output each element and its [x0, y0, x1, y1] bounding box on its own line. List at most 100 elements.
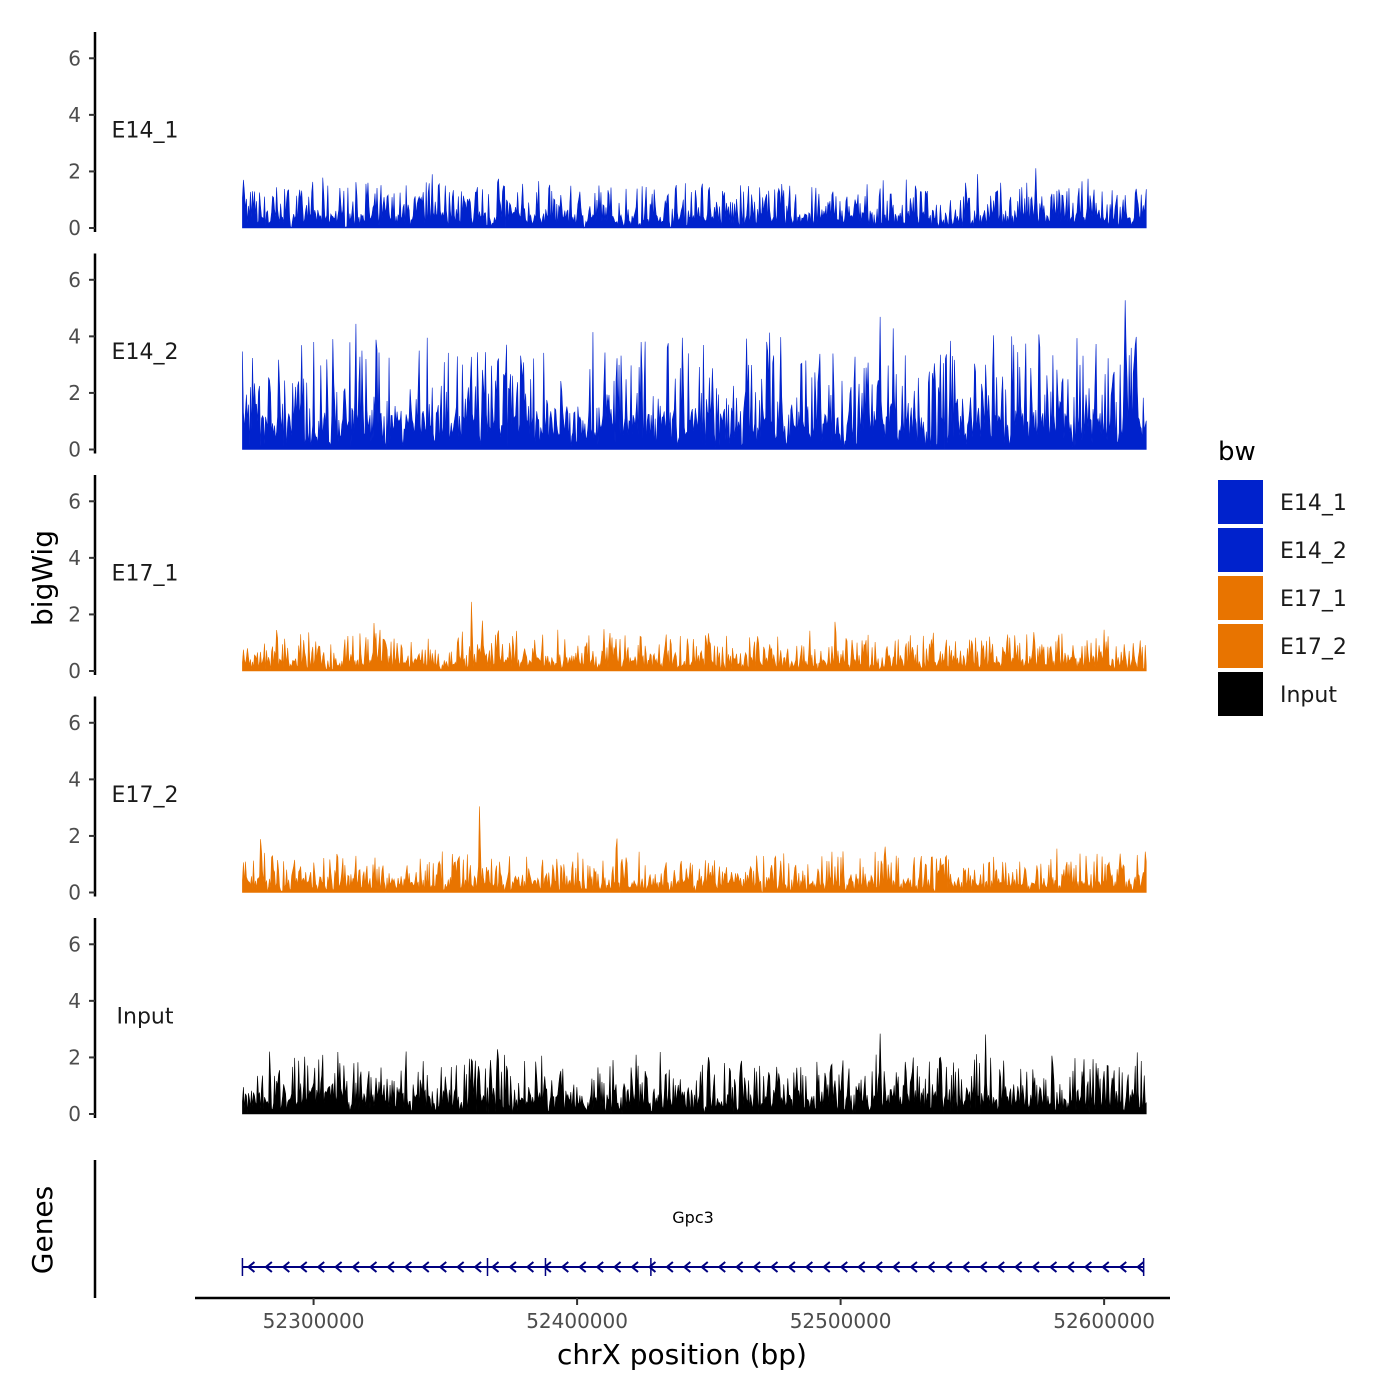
track-E14_2: 0 2 4 6 E14_2: [68, 253, 1147, 462]
strand-arrow: [246, 1261, 256, 1273]
strand-arrow: [909, 1261, 918, 1273]
strand-arrow: [421, 1261, 430, 1273]
strand-arrow: [490, 1261, 500, 1273]
track-E14_1: 0 2 4 6 E14_1: [68, 32, 1147, 240]
y-tick-label: 2: [68, 159, 81, 183]
strand-arrow: [822, 1261, 831, 1273]
y-tick-label: 2: [68, 381, 81, 405]
y-tick-label: 4: [68, 767, 81, 791]
legend-label-E14_1: E14_1: [1280, 491, 1347, 516]
strand-arrow: [456, 1261, 465, 1273]
track-label-E14_1: E14_1: [112, 118, 179, 143]
coverage-tracks: 0 2 4 6 E14_1 0 2 4 6 E14_2 0 2 4 6 E17_1 0 2 4 6 E17_2 0 2 4 6…: [68, 32, 1147, 1126]
strand-arrow: [735, 1261, 744, 1273]
strand-arrow: [543, 1261, 552, 1273]
y-tick-label: 2: [68, 1045, 81, 1069]
strand-arrow: [613, 1261, 622, 1273]
strand-arrow: [839, 1261, 848, 1273]
legend-label-E17_2: E17_2: [1280, 635, 1347, 660]
strand-arrow: [438, 1261, 447, 1273]
strand-arrow: [1066, 1261, 1075, 1273]
y-tick-label: 0: [68, 438, 81, 462]
x-tick-label: 52600000: [1053, 1309, 1155, 1333]
strand-arrow: [386, 1261, 395, 1273]
strand-arrow: [1031, 1261, 1040, 1273]
y-tick-label: 4: [68, 103, 81, 127]
coverage-area-Input: [242, 1033, 1147, 1115]
strand-arrow: [804, 1261, 814, 1273]
y-tick-label: 0: [68, 881, 81, 905]
strand-arrow: [1136, 1261, 1145, 1273]
x-axis: 52300000 52400000 52500000 52600000: [195, 1296, 1170, 1333]
y-tick-label: 2: [68, 824, 81, 848]
y-tick-label: 6: [68, 932, 81, 956]
y-tick-label: 0: [68, 1102, 81, 1126]
y-tick-label: 6: [68, 489, 81, 513]
legend-title: bw: [1218, 437, 1256, 467]
strand-arrow: [769, 1261, 779, 1273]
track-label-E14_2: E14_2: [112, 340, 179, 365]
strand-arrow: [682, 1261, 691, 1273]
track-label-E17_2: E17_2: [112, 783, 179, 808]
strand-arrow: [403, 1261, 412, 1273]
gene-label: Gpc3: [672, 1208, 714, 1227]
strand-arrow: [281, 1261, 290, 1273]
y-tick-label: 6: [68, 46, 81, 70]
coverage-area-E14_2: [242, 300, 1147, 450]
legend-swatch-E14_1: [1218, 480, 1263, 524]
strand-arrow: [717, 1261, 726, 1273]
y-tick-label: 0: [68, 216, 81, 240]
strand-arrow: [926, 1261, 936, 1273]
strand-arrow: [752, 1261, 761, 1273]
coverage-area-E17_2: [242, 806, 1147, 893]
legend-label-E14_2: E14_2: [1280, 539, 1347, 564]
strand-arrow: [508, 1261, 517, 1273]
legend: bw E14_1 E14_2 E17_1 E17_2 Input: [1218, 437, 1347, 716]
y-tick-label: 6: [68, 711, 81, 735]
strand-arrow: [1083, 1261, 1092, 1273]
genes-panel-title: Genes: [26, 1186, 59, 1274]
strand-arrow: [264, 1261, 273, 1273]
strand-arrow: [299, 1261, 308, 1273]
y-tick-label: 2: [68, 602, 81, 626]
strand-arrow: [665, 1261, 674, 1273]
strand-arrow: [1014, 1261, 1023, 1273]
strand-arrow: [961, 1261, 970, 1273]
strand-arrow: [316, 1261, 325, 1273]
x-tick-label: 52400000: [526, 1309, 628, 1333]
x-tick-label: 52300000: [263, 1309, 365, 1333]
strand-arrow: [857, 1261, 866, 1273]
strand-arrow: [979, 1261, 988, 1273]
y-tick-label: 0: [68, 659, 81, 683]
gene-panel: Gpc3: [93, 1160, 1145, 1298]
y-tick-label: 4: [68, 989, 81, 1013]
y-tick-label: 4: [68, 324, 81, 348]
gene-Gpc3: Gpc3: [241, 1208, 1145, 1276]
legend-swatch-E17_2: [1218, 624, 1263, 668]
track-E17_2: 0 2 4 6 E17_2: [68, 696, 1147, 905]
strand-arrow: [560, 1261, 569, 1273]
y-axis-title: bigWig: [26, 530, 59, 626]
strand-arrow: [1048, 1261, 1058, 1273]
track-label-Input: Input: [117, 1004, 174, 1029]
coverage-area-E17_1: [242, 601, 1147, 672]
track-label-E17_1: E17_1: [112, 561, 179, 586]
legend-swatch-E14_2: [1218, 528, 1263, 572]
x-axis-title: chrX position (bp): [557, 1338, 807, 1371]
strand-arrow: [578, 1261, 587, 1273]
strand-arrow: [700, 1261, 709, 1273]
track-E17_1: 0 2 4 6 E17_1: [68, 475, 1147, 683]
strand-arrow: [351, 1261, 360, 1273]
strand-arrow: [630, 1261, 639, 1273]
strand-arrow: [787, 1261, 796, 1273]
strand-arrow: [944, 1261, 953, 1273]
legend-label-Input: Input: [1280, 683, 1337, 708]
strand-arrow: [368, 1261, 378, 1273]
strand-arrow: [1101, 1261, 1110, 1273]
strand-arrow: [595, 1261, 604, 1273]
legend-label-E17_1: E17_1: [1280, 587, 1347, 612]
strand-arrow: [647, 1261, 657, 1273]
strand-arrow: [1118, 1261, 1127, 1273]
y-tick-label: 6: [68, 268, 81, 292]
